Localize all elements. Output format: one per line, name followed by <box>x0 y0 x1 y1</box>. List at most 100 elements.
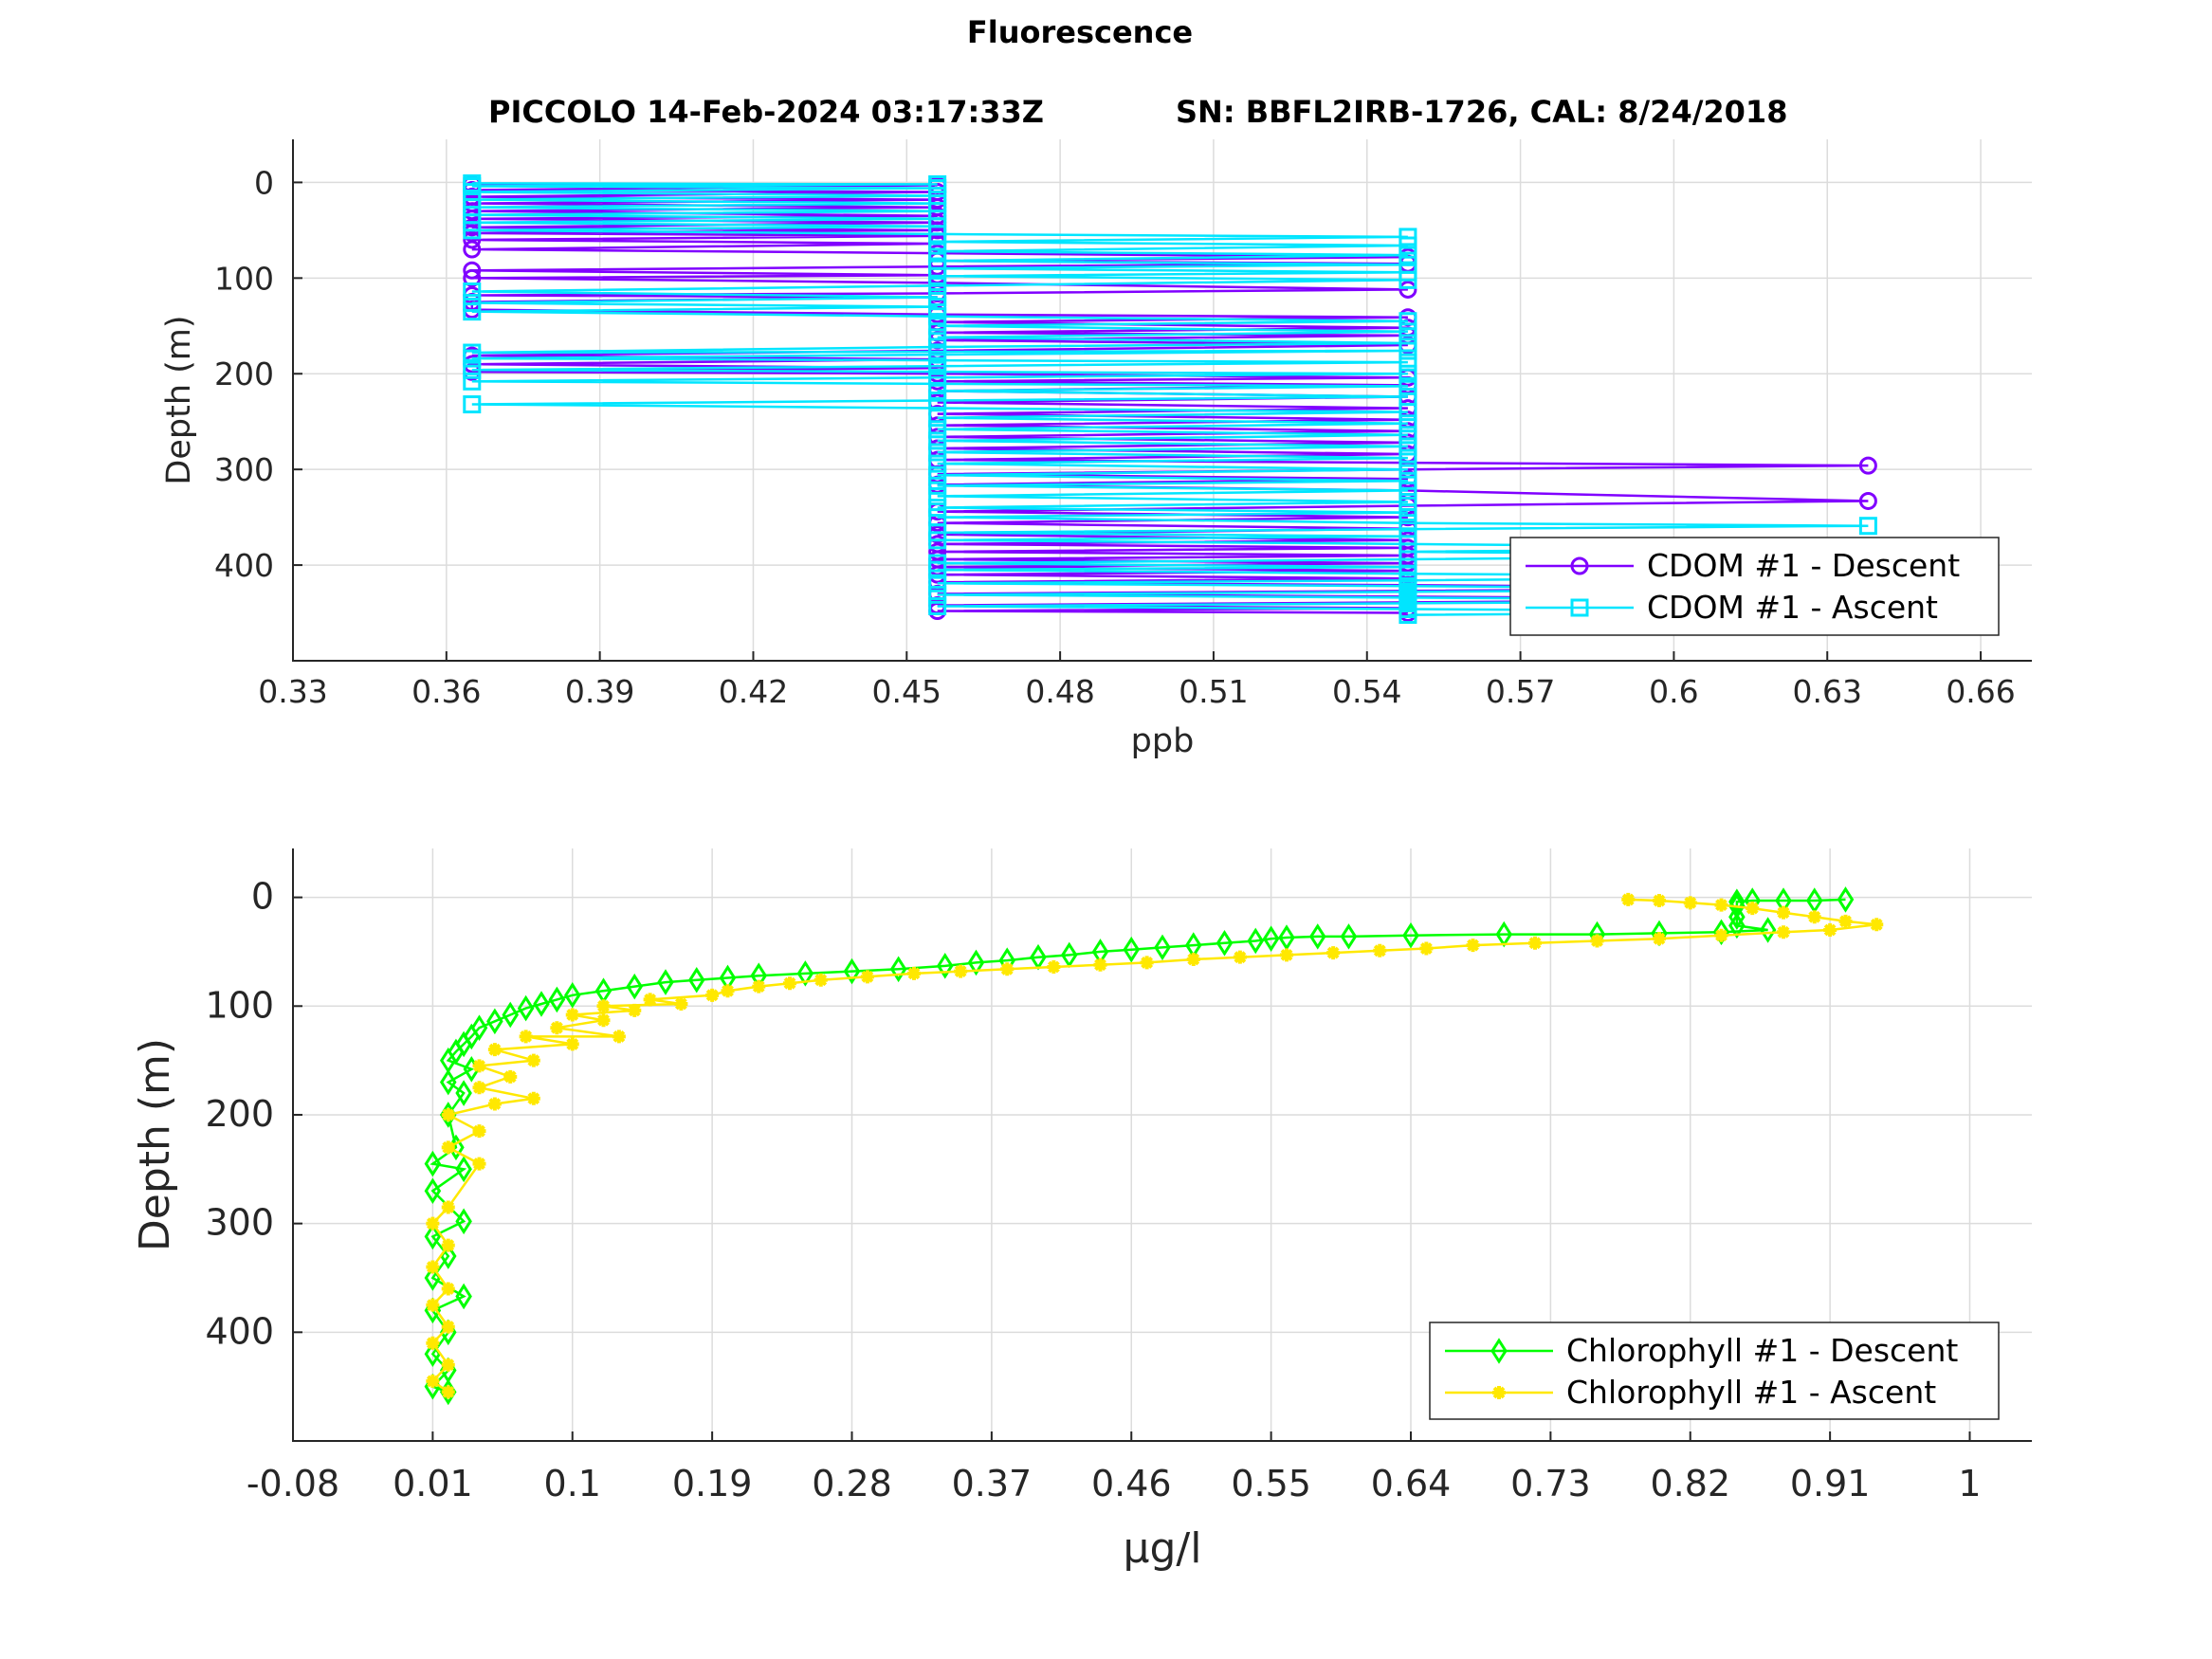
y-tick-label: 300 <box>205 1202 274 1244</box>
figure-subtitle-left: PICCOLO 14-Feb-2024 03:17:33Z <box>488 94 1044 130</box>
data-point <box>1280 948 1293 962</box>
data-point <box>1858 491 1877 510</box>
x-tick-label: 0.01 <box>393 1463 473 1504</box>
data-point <box>705 988 720 1002</box>
x-tick-label: 0.91 <box>1790 1463 1871 1504</box>
data-point <box>426 1216 440 1231</box>
data-point <box>783 976 796 991</box>
data-point <box>928 443 947 462</box>
data-point <box>928 420 947 439</box>
data-point <box>1777 925 1790 939</box>
data-point <box>550 1021 564 1035</box>
data-point <box>1746 902 1760 916</box>
data-point <box>1216 929 1234 957</box>
y-tick-label: 200 <box>205 1093 274 1135</box>
data-point <box>1140 956 1154 970</box>
legend-entry: CDOM #1 - Ascent <box>1647 589 1938 626</box>
x-tick-label: 0.63 <box>1792 673 1861 710</box>
data-point <box>1398 448 1417 467</box>
x-tick-label: 0.45 <box>872 673 941 710</box>
y-axis-label: Depth (m) <box>131 1038 179 1251</box>
data-point <box>533 991 550 1017</box>
data-point <box>526 1091 540 1105</box>
chlorophyll-plot: -0.08 0.01 0.1 0.19 0.28 0.37 0.46 0.55 0.64 0.73… <box>131 848 2032 1573</box>
x-tick-label: 0.36 <box>411 673 481 710</box>
data-point <box>1838 914 1853 928</box>
data-point <box>448 1038 465 1066</box>
data-point <box>565 1008 579 1022</box>
data-point <box>1728 888 1746 915</box>
data-point <box>1728 912 1746 939</box>
data-point <box>628 1003 642 1017</box>
data-point <box>657 969 674 995</box>
data-point <box>596 1013 611 1028</box>
data-point <box>519 1030 533 1044</box>
data-point <box>1398 527 1417 546</box>
data-point <box>1123 936 1141 963</box>
data-point <box>1373 943 1387 957</box>
data-point <box>441 1140 455 1155</box>
data-point <box>502 1001 520 1029</box>
data-point <box>928 508 947 527</box>
data-point <box>1398 334 1417 353</box>
data-point <box>1398 280 1417 299</box>
data-point <box>1712 919 1730 946</box>
x-tick-label: 0.55 <box>1231 1463 1311 1504</box>
data-point <box>1278 924 1295 951</box>
data-point <box>426 1336 440 1350</box>
data-point <box>1590 934 1604 948</box>
data-point <box>463 360 482 379</box>
data-point <box>752 979 766 994</box>
x-tick-label: 0.39 <box>565 673 634 710</box>
data-point <box>928 465 947 484</box>
data-point <box>441 1320 455 1334</box>
series-line <box>430 898 1877 1394</box>
data-point <box>1621 892 1636 906</box>
data-point <box>441 1200 455 1214</box>
data-point <box>1398 460 1417 479</box>
data-point <box>928 499 947 518</box>
data-point <box>626 973 644 1000</box>
data-point <box>463 261 482 280</box>
data-point <box>463 268 482 287</box>
data-point <box>643 993 657 1007</box>
data-point <box>1326 946 1341 960</box>
data-point <box>1186 952 1200 966</box>
data-point <box>441 1358 455 1372</box>
x-tick-label: 0.28 <box>812 1463 892 1504</box>
data-point <box>426 1260 440 1274</box>
y-tick-label: 400 <box>205 1310 274 1352</box>
legend-marker <box>1570 556 1589 575</box>
data-point <box>596 999 611 1013</box>
axes-lines <box>292 139 2032 662</box>
data-point <box>1728 903 1746 931</box>
data-point <box>424 1150 442 1177</box>
data-point <box>928 288 947 307</box>
data-point <box>1398 471 1417 490</box>
data-point <box>928 392 947 410</box>
data-point <box>928 276 947 295</box>
legend: CDOM #1 - Descent CDOM #1 - Ascent <box>1509 537 2000 636</box>
data-point <box>967 949 985 976</box>
data-point <box>1466 939 1480 953</box>
data-point <box>928 368 947 387</box>
data-point <box>1419 941 1434 956</box>
data-point <box>1398 437 1417 456</box>
data-point <box>928 585 947 604</box>
data-point <box>928 409 947 428</box>
x-tick-label: 0.51 <box>1179 673 1248 710</box>
x-tick-label: 0.19 <box>672 1463 753 1504</box>
legend-box <box>1429 1322 2000 1420</box>
x-tick-label: 0.57 <box>1486 673 1555 710</box>
x-axis-label: μg/l <box>1124 1524 1202 1573</box>
data-point <box>455 1080 472 1106</box>
data-point <box>928 486 947 505</box>
x-tick-label: 0.6 <box>1649 673 1698 710</box>
data-point <box>928 381 947 400</box>
data-point <box>1340 923 1358 950</box>
data-point <box>503 1069 518 1084</box>
data-point <box>814 973 828 987</box>
data-point <box>1398 246 1417 264</box>
data-point <box>1233 950 1247 964</box>
